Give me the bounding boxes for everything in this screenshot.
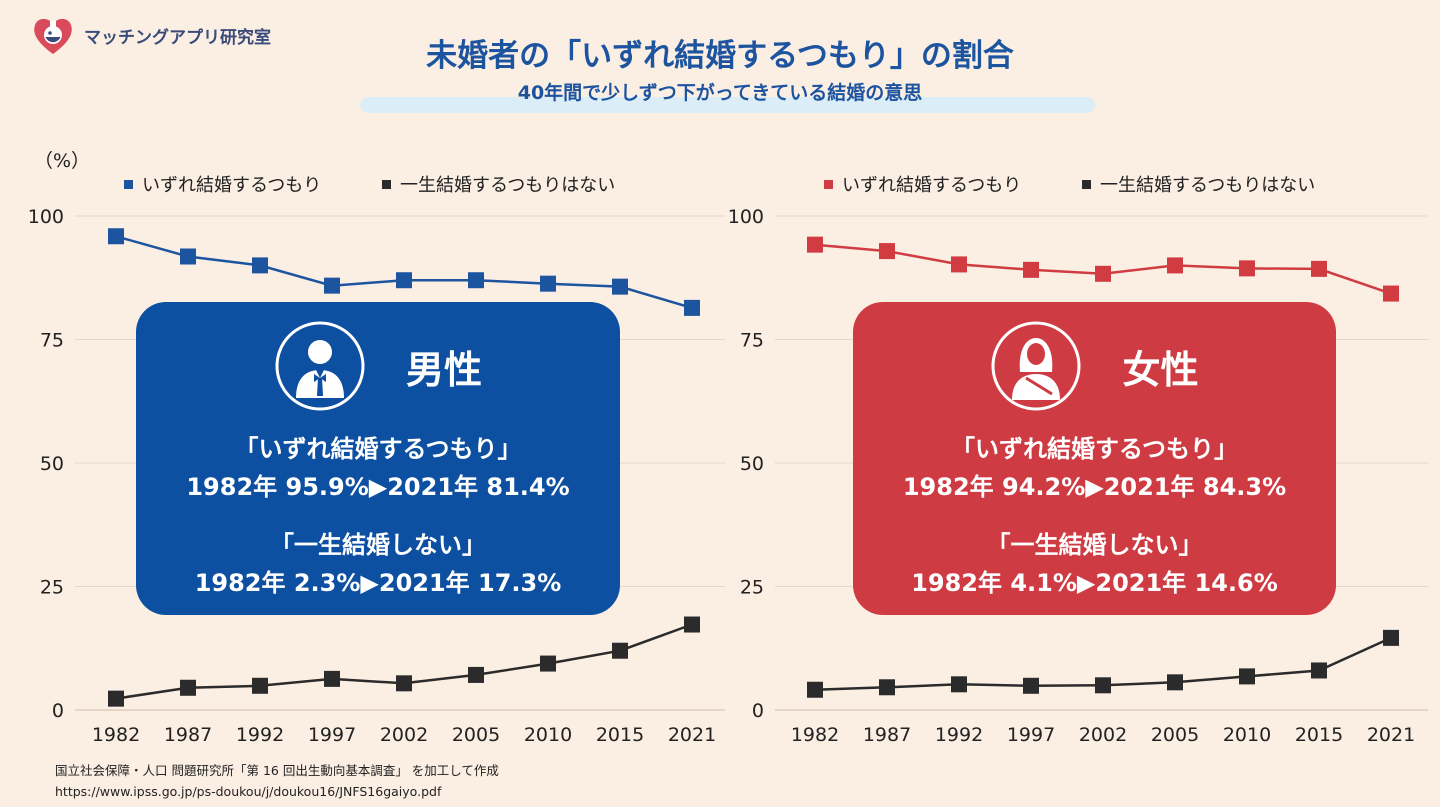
legend-marker — [1082, 180, 1091, 189]
legend-marker — [382, 180, 391, 189]
callout-male: 男性 「いずれ結婚するつもり」 1982年 95.9%▶2021年 81.4% … — [136, 302, 620, 615]
source-citation: 国立社会保障・人口 問題研究所「第 16 回出生動向基本調査」 を加工して作成 … — [55, 760, 499, 802]
x-tick-label: 1997 — [1007, 724, 1055, 746]
series-line — [115, 235, 693, 310]
data-point — [1311, 662, 1327, 679]
y-tick-label: 75 — [740, 330, 764, 352]
data-point — [951, 676, 967, 693]
x-tick-label: 1992 — [935, 724, 983, 746]
data-point — [1023, 261, 1039, 278]
data-point — [1383, 629, 1399, 646]
gender-label-male: 男性 — [405, 347, 482, 392]
data-point — [540, 655, 556, 672]
y-tick-label: 25 — [740, 577, 764, 599]
y-tick-label: 0 — [52, 700, 64, 722]
data-point — [1095, 677, 1111, 694]
data-point — [1239, 668, 1255, 685]
data-point — [612, 642, 628, 659]
y-axis-unit: （%） — [34, 150, 91, 172]
x-tick-label: 2010 — [1223, 724, 1271, 746]
logo: マッチングアプリ研究室 — [30, 12, 271, 58]
data-point — [180, 679, 196, 696]
marry-label: 「いずれ結婚するつもり」 — [234, 435, 522, 463]
data-point — [324, 670, 340, 687]
x-tick-label: 2002 — [380, 724, 428, 746]
legend-label: 一生結婚するつもりはない — [400, 175, 615, 196]
page-subtitle: 40年間で少しずつ下がってきている結婚の意思 — [517, 82, 923, 104]
gender-label-female: 女性 — [1122, 347, 1199, 392]
x-tick-label: 2021 — [1367, 724, 1415, 746]
x-tick-label: 2005 — [452, 724, 500, 746]
legend-marker — [824, 180, 833, 189]
data-point — [1167, 674, 1183, 691]
data-point — [951, 256, 967, 273]
never-label: 「一生結婚しない」 — [986, 531, 1203, 559]
x-tick-label: 1987 — [164, 724, 212, 746]
source-text: 国立社会保障・人口 問題研究所「第 16 回出生動向基本調査」 を加工して作成 — [55, 763, 499, 778]
legend-label: いずれ結婚するつもり — [842, 175, 1021, 196]
never-values: 1982年 4.1%▶2021年 14.6% — [911, 569, 1278, 597]
x-tick-label: 1997 — [308, 724, 356, 746]
x-tick-label: 2002 — [1079, 724, 1127, 746]
legend-label: 一生結婚するつもりはない — [1100, 175, 1315, 196]
x-tick-label: 1982 — [92, 724, 140, 746]
x-tick-label: 2021 — [668, 724, 716, 746]
data-point — [252, 257, 268, 274]
data-point — [324, 277, 340, 294]
heart-flask-icon — [34, 18, 72, 55]
data-point — [684, 299, 700, 316]
data-point — [468, 666, 484, 683]
data-point — [252, 677, 268, 694]
never-values: 1982年 2.3%▶2021年 17.3% — [194, 569, 562, 597]
data-point — [612, 278, 628, 295]
x-tick-label: 1987 — [863, 724, 911, 746]
data-point — [540, 275, 556, 292]
source-url: https://www.ipss.go.jp/ps-doukou/j/douko… — [55, 784, 442, 799]
legend-marker — [124, 180, 133, 189]
data-point — [1095, 265, 1111, 282]
y-tick-label: 100 — [728, 206, 764, 228]
marry-values: 1982年 95.9%▶2021年 81.4% — [186, 473, 570, 501]
data-point — [180, 248, 196, 265]
marry-values: 1982年 94.2%▶2021年 84.3% — [902, 473, 1287, 501]
man-avatar-icon — [275, 321, 365, 411]
data-point — [1167, 257, 1183, 274]
data-point — [807, 236, 823, 253]
marry-label: 「いずれ結婚するつもり」 — [950, 435, 1239, 463]
data-point — [1023, 677, 1039, 694]
x-tick-label: 2015 — [1295, 724, 1343, 746]
callout-female: 女性 「いずれ結婚するつもり」 1982年 94.2%▶2021年 84.3% … — [853, 302, 1336, 615]
never-label: 「一生結婚しない」 — [270, 531, 486, 559]
x-tick-label: 2005 — [1151, 724, 1199, 746]
data-point — [1311, 260, 1327, 277]
y-tick-label: 100 — [28, 206, 64, 228]
legend-label: いずれ結婚するつもり — [142, 175, 321, 196]
x-tick-label: 2010 — [524, 724, 572, 746]
data-point — [1239, 260, 1255, 277]
woman-avatar-icon — [991, 321, 1081, 411]
page-title: 未婚者の「いずれ結婚するつもり」の割合 — [426, 38, 1014, 74]
y-tick-label: 25 — [40, 577, 64, 599]
data-point — [879, 243, 895, 260]
data-point — [108, 690, 124, 707]
x-tick-label: 1982 — [791, 724, 839, 746]
data-point — [684, 616, 700, 633]
data-point — [108, 228, 124, 245]
x-tick-label: 1992 — [236, 724, 284, 746]
x-tick-label: 2015 — [596, 724, 644, 746]
y-tick-label: 50 — [740, 453, 764, 475]
y-tick-label: 75 — [40, 330, 64, 352]
data-point — [807, 681, 823, 698]
data-point — [468, 272, 484, 289]
data-point — [396, 272, 412, 289]
data-point — [1383, 285, 1399, 302]
y-tick-label: 50 — [40, 453, 64, 475]
data-point — [396, 675, 412, 692]
y-tick-label: 0 — [752, 700, 764, 722]
data-point — [879, 679, 895, 696]
subtitle-highlight — [360, 97, 1095, 113]
logo-text: マッチングアプリ研究室 — [84, 27, 271, 48]
